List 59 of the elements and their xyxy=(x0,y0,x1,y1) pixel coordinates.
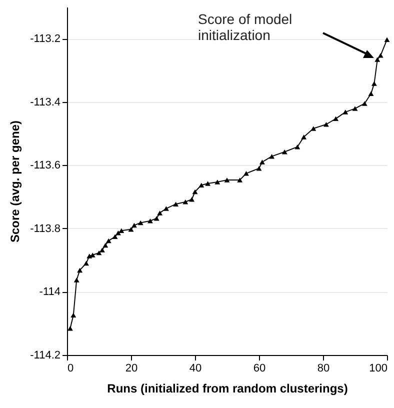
point xyxy=(301,134,307,140)
point xyxy=(282,150,288,154)
y-tick-label: -113.6 xyxy=(30,160,60,172)
point xyxy=(131,222,137,228)
y-tick-label: -114.2 xyxy=(30,350,60,362)
y-tick-label: -113.8 xyxy=(30,222,60,235)
point xyxy=(118,228,124,234)
point xyxy=(112,234,118,240)
x-tick-label: 100 xyxy=(369,362,388,374)
point xyxy=(83,260,89,266)
point xyxy=(384,37,390,42)
point xyxy=(173,202,179,206)
point xyxy=(99,248,105,252)
point xyxy=(214,180,220,184)
y-tick-label: -114 xyxy=(39,286,60,298)
point xyxy=(371,81,377,86)
point xyxy=(147,218,153,224)
point xyxy=(259,160,265,164)
point xyxy=(352,106,358,111)
point xyxy=(157,210,163,216)
point xyxy=(189,196,195,202)
point xyxy=(362,101,368,106)
y-tick-label: -113.4 xyxy=(30,96,60,108)
point xyxy=(333,116,339,122)
point xyxy=(205,181,211,186)
point xyxy=(102,242,108,248)
point xyxy=(323,122,329,127)
x-tick-label: 0 xyxy=(68,362,74,374)
point xyxy=(192,189,198,194)
point xyxy=(294,144,300,150)
point xyxy=(342,110,348,114)
point xyxy=(154,216,160,221)
y-axis-title: Score (avg. per gene) xyxy=(8,120,22,243)
x-tick-label: 20 xyxy=(125,362,138,374)
point xyxy=(269,154,275,159)
point xyxy=(224,178,230,182)
point xyxy=(374,57,380,62)
point xyxy=(243,171,249,176)
point xyxy=(368,91,374,96)
annotation: Score of model initialization xyxy=(198,11,292,43)
point xyxy=(74,278,80,282)
x-tick-label: 40 xyxy=(189,362,202,374)
point xyxy=(310,126,316,131)
point xyxy=(77,268,83,273)
point xyxy=(237,178,243,182)
point xyxy=(138,220,144,226)
point xyxy=(182,200,188,204)
x-tick-label: 80 xyxy=(317,362,330,374)
point xyxy=(198,182,204,188)
y-tick-label: -113.2 xyxy=(30,33,60,46)
point xyxy=(70,312,76,318)
point xyxy=(163,206,169,211)
point xyxy=(96,250,102,256)
point xyxy=(106,238,112,244)
x-tick-label: 60 xyxy=(253,362,266,374)
point xyxy=(128,227,134,232)
point xyxy=(115,230,121,236)
x-axis-title: Runs (initialized from random clusterings) xyxy=(107,382,348,396)
point xyxy=(378,53,384,58)
